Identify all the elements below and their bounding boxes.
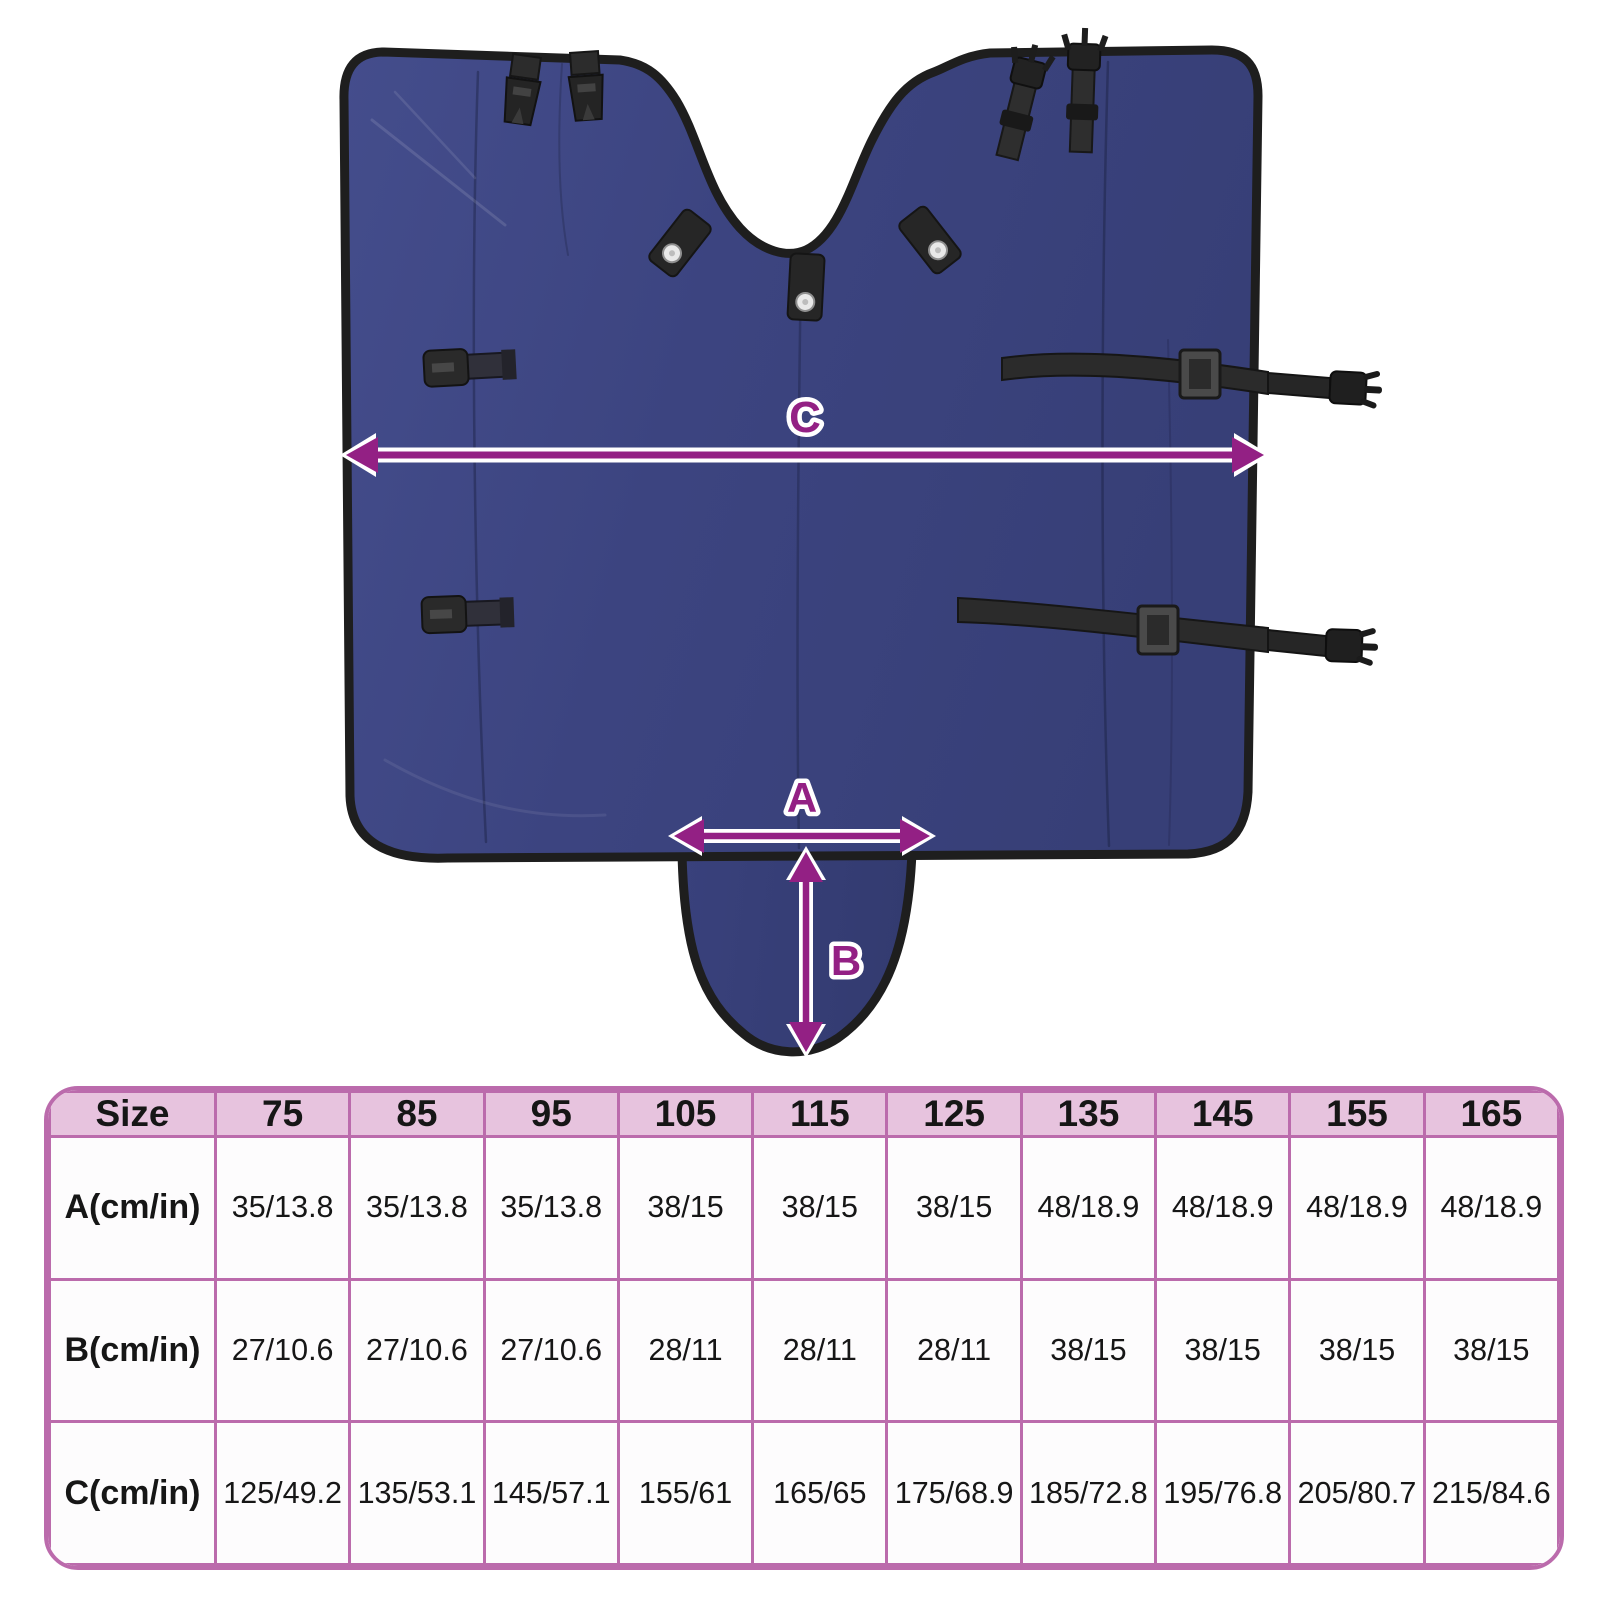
size-column-header: 105 xyxy=(616,1090,755,1138)
size-column-header: 135 xyxy=(1019,1090,1158,1138)
side-clip-buckle-icon xyxy=(422,348,517,388)
table-row-b: B(cm/in) 27/10.6 27/10.6 27/10.6 28/11 2… xyxy=(48,1277,1560,1424)
table-cell: 27/10.6 xyxy=(482,1277,620,1424)
row-label: C(cm/in) xyxy=(48,1420,217,1566)
table-cell: 145/57.1 xyxy=(482,1420,620,1566)
table-cell: 48/18.9 xyxy=(1019,1135,1158,1281)
table-cell: 28/11 xyxy=(616,1277,755,1424)
table-cell: 215/84.6 xyxy=(1422,1420,1560,1566)
strap-clip-icon xyxy=(1328,370,1382,409)
neck-clip-strap-icon xyxy=(1061,27,1109,154)
size-column-header: 75 xyxy=(213,1090,352,1138)
measure-label-b: B xyxy=(831,937,861,984)
size-table-corner-cell: Size xyxy=(48,1090,217,1138)
measurement-arrow-c: C xyxy=(340,389,1270,477)
table-cell: 48/18.9 xyxy=(1154,1135,1292,1281)
table-cell: 195/76.8 xyxy=(1154,1420,1292,1566)
neck-clip-strap-icon xyxy=(995,44,1056,162)
size-column-header: 95 xyxy=(482,1090,620,1138)
table-cell: 35/13.8 xyxy=(213,1135,352,1281)
row-label: A(cm/in) xyxy=(48,1135,217,1281)
row-label: B(cm/in) xyxy=(48,1277,217,1424)
size-table: Size 75 85 95 105 115 125 135 145 155 16… xyxy=(44,1086,1564,1570)
measurement-arrow-a: A xyxy=(668,770,936,856)
table-row-a: A(cm/in) 35/13.8 35/13.8 35/13.8 38/15 3… xyxy=(48,1135,1560,1281)
strap-clip-icon xyxy=(1324,628,1379,666)
table-row-c: C(cm/in) 125/49.2 135/53.1 145/57.1 155/… xyxy=(48,1420,1560,1566)
table-cell: 38/15 xyxy=(751,1135,889,1281)
table-cell: 27/10.6 xyxy=(348,1277,486,1424)
table-cell: 48/18.9 xyxy=(1422,1135,1560,1281)
table-cell: 38/15 xyxy=(1019,1277,1158,1424)
belly-strap-top xyxy=(1001,348,1382,409)
blanket-diagram: C A B xyxy=(339,27,1382,1058)
table-cell: 38/15 xyxy=(616,1135,755,1281)
size-column-header: 115 xyxy=(751,1090,889,1138)
table-cell: 38/15 xyxy=(1288,1277,1426,1424)
table-cell: 28/11 xyxy=(885,1277,1023,1424)
measure-label-c: C xyxy=(789,393,821,442)
table-cell: 155/61 xyxy=(616,1420,755,1566)
neck-buckle-receiver-icon xyxy=(503,52,542,127)
size-column-header: 145 xyxy=(1154,1090,1292,1138)
neck-snap-tab-left xyxy=(648,208,712,278)
table-cell: 48/18.9 xyxy=(1288,1135,1426,1281)
table-cell: 185/72.8 xyxy=(1019,1420,1158,1566)
tail-flap xyxy=(677,847,917,1057)
size-column-header: 125 xyxy=(885,1090,1023,1138)
neck-buckle-receiver-icon xyxy=(567,49,604,122)
side-clip-buckle-icon xyxy=(420,595,515,635)
table-cell: 35/13.8 xyxy=(348,1135,486,1281)
size-column-header: 85 xyxy=(348,1090,486,1138)
table-cell: 38/15 xyxy=(1154,1277,1292,1424)
table-cell: 205/80.7 xyxy=(1288,1420,1426,1566)
size-table-header-row: Size 75 85 95 105 115 125 135 145 155 16… xyxy=(48,1090,1560,1138)
measurement-arrow-b: B xyxy=(786,846,866,1058)
measure-label-a: A xyxy=(787,774,817,821)
size-column-header: 165 xyxy=(1422,1090,1560,1138)
neck-snap-tab-right xyxy=(898,205,962,275)
table-cell: 125/49.2 xyxy=(213,1420,352,1566)
size-column-header: 155 xyxy=(1288,1090,1426,1138)
table-cell: 38/15 xyxy=(1422,1277,1560,1424)
table-cell: 27/10.6 xyxy=(213,1277,352,1424)
table-cell: 135/53.1 xyxy=(348,1420,486,1566)
belly-strap-bottom xyxy=(957,596,1379,666)
table-cell: 38/15 xyxy=(885,1135,1023,1281)
size-table-grid: Size 75 85 95 105 115 125 135 145 155 16… xyxy=(48,1090,1560,1566)
table-cell: 35/13.8 xyxy=(482,1135,620,1281)
neck-snap-tab-center xyxy=(786,252,826,322)
table-cell: 165/65 xyxy=(751,1420,889,1566)
table-cell: 175/68.9 xyxy=(885,1420,1023,1566)
table-cell: 28/11 xyxy=(751,1277,889,1424)
